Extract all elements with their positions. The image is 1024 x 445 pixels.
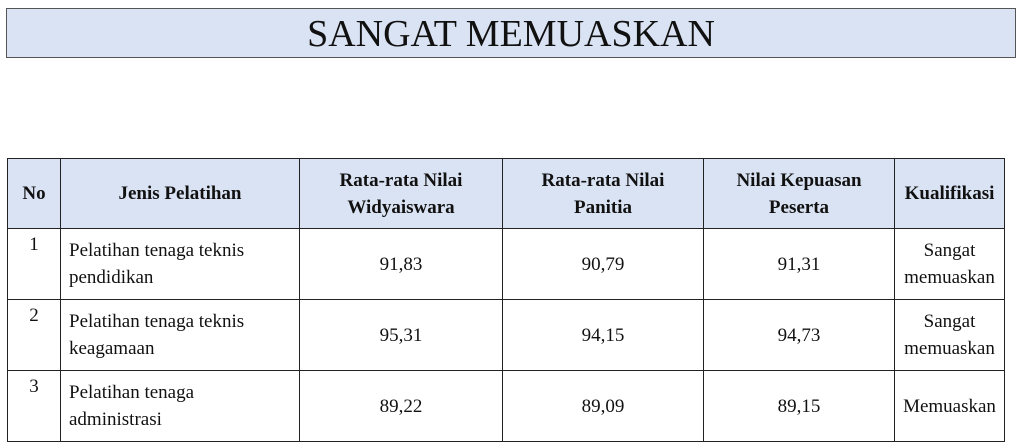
cell-widyaiswara: 91,83 [299, 228, 503, 300]
header-jenis: Jenis Pelatihan [60, 158, 300, 229]
cell-no: 1 [7, 228, 61, 300]
cell-jenis: Pelatihan tenaga administrasi [60, 370, 300, 442]
cell-kepuasan: 94,73 [703, 299, 895, 371]
cell-jenis: Pelatihan tenaga teknis pendidikan [60, 228, 300, 300]
header-no: No [7, 158, 61, 229]
cell-no: 2 [7, 299, 61, 371]
cell-panitia: 89,09 [502, 370, 704, 442]
header-kepuasan: Nilai Kepuasan Peserta [703, 158, 895, 229]
header-panitia: Rata-rata Nilai Panitia [502, 158, 704, 229]
cell-kualifikasi: Sangat memuaskan [894, 299, 1005, 371]
results-table: No Jenis Pelatihan Rata-rata Nilai Widya… [7, 158, 1005, 442]
table-row: 2 Pelatihan tenaga teknis keagamaan 95,31 9… [7, 299, 1005, 371]
cell-jenis: Pelatihan tenaga teknis keagamaan [60, 299, 300, 371]
cell-panitia: 94,15 [502, 299, 704, 371]
cell-kualifikasi: Memuaskan [894, 370, 1005, 442]
header-widyaiswara: Rata-rata Nilai Widyaiswara [299, 158, 503, 229]
header-kualifikasi: Kualifikasi [894, 158, 1005, 229]
cell-kepuasan: 89,15 [703, 370, 895, 442]
page-title: SANGAT MEMUASKAN [6, 8, 1016, 58]
cell-no: 3 [7, 370, 61, 442]
cell-widyaiswara: 89,22 [299, 370, 503, 442]
cell-kepuasan: 91,31 [703, 228, 895, 300]
cell-panitia: 90,79 [502, 228, 704, 300]
cell-kualifikasi: Sangat memuaskan [894, 228, 1005, 300]
table-row: 1 Pelatihan tenaga teknis pendidikan 91,83… [7, 228, 1005, 300]
table-row: 3 Pelatihan tenaga administrasi 89,22 89,09… [7, 370, 1005, 442]
cell-widyaiswara: 95,31 [299, 299, 503, 371]
table-header-row: No Jenis Pelatihan Rata-rata Nilai Widya… [7, 158, 1005, 229]
